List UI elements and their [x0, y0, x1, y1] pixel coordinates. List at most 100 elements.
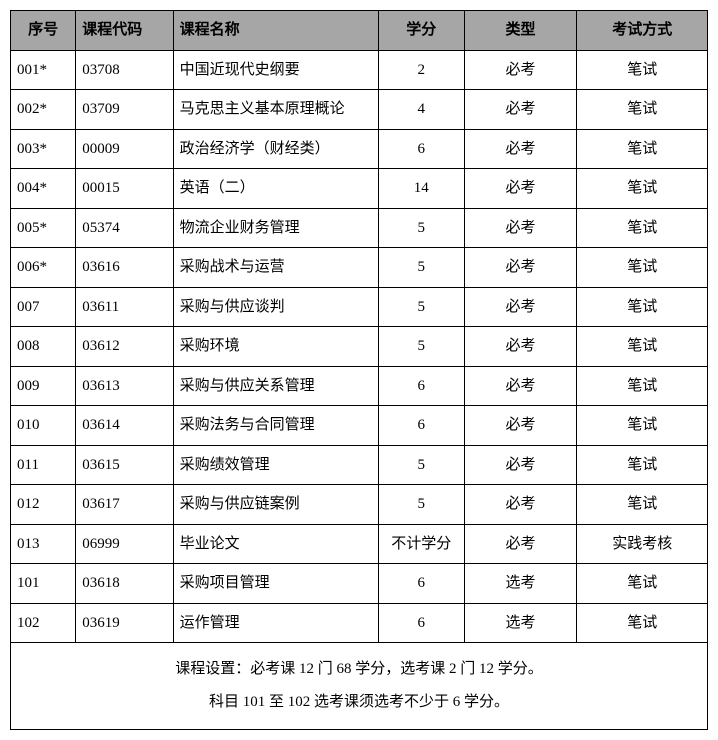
cell-code: 03614 — [76, 406, 173, 446]
cell-code: 00009 — [76, 129, 173, 169]
cell-credit: 6 — [378, 366, 464, 406]
table-row: 005*05374物流企业财务管理5必考笔试 — [11, 208, 708, 248]
cell-name: 采购项目管理 — [173, 564, 378, 604]
table-row: 00903613采购与供应关系管理6必考笔试 — [11, 366, 708, 406]
cell-name: 中国近现代史纲要 — [173, 50, 378, 90]
cell-credit: 5 — [378, 327, 464, 367]
cell-seq: 001* — [11, 50, 76, 90]
cell-code: 03709 — [76, 90, 173, 130]
cell-exam: 笔试 — [577, 50, 708, 90]
cell-type: 必考 — [464, 524, 577, 564]
cell-exam: 笔试 — [577, 445, 708, 485]
cell-type: 必考 — [464, 129, 577, 169]
cell-exam: 笔试 — [577, 129, 708, 169]
cell-code: 03615 — [76, 445, 173, 485]
cell-name: 采购与供应谈判 — [173, 287, 378, 327]
cell-seq: 006* — [11, 248, 76, 288]
cell-exam: 笔试 — [577, 208, 708, 248]
cell-code: 03612 — [76, 327, 173, 367]
cell-credit: 5 — [378, 445, 464, 485]
table-row: 00703611采购与供应谈判5必考笔试 — [11, 287, 708, 327]
table-row: 01003614采购法务与合同管理6必考笔试 — [11, 406, 708, 446]
table-row: 10203619运作管理6选考笔试 — [11, 603, 708, 643]
cell-seq: 012 — [11, 485, 76, 525]
table-row: 01103615采购绩效管理5必考笔试 — [11, 445, 708, 485]
cell-type: 选考 — [464, 564, 577, 604]
table-body: 001*03708中国近现代史纲要2必考笔试002*03709马克思主义基本原理… — [11, 50, 708, 643]
cell-name: 毕业论文 — [173, 524, 378, 564]
cell-code: 06999 — [76, 524, 173, 564]
cell-type: 必考 — [464, 406, 577, 446]
col-header-exam: 考试方式 — [577, 11, 708, 51]
table-row: 01306999毕业论文不计学分必考实践考核 — [11, 524, 708, 564]
cell-type: 必考 — [464, 90, 577, 130]
cell-credit: 5 — [378, 287, 464, 327]
cell-seq: 002* — [11, 90, 76, 130]
cell-credit: 4 — [378, 90, 464, 130]
cell-name: 采购与供应链案例 — [173, 485, 378, 525]
cell-type: 必考 — [464, 485, 577, 525]
cell-code: 03611 — [76, 287, 173, 327]
cell-name: 采购绩效管理 — [173, 445, 378, 485]
cell-seq: 004* — [11, 169, 76, 209]
cell-credit: 5 — [378, 248, 464, 288]
table-row: 00803612采购环境5必考笔试 — [11, 327, 708, 367]
cell-credit: 5 — [378, 485, 464, 525]
cell-seq: 101 — [11, 564, 76, 604]
footer-line-1: 课程设置：必考课 12 门 68 学分，选考课 2 门 12 学分。 — [17, 653, 701, 686]
cell-credit: 6 — [378, 603, 464, 643]
cell-type: 必考 — [464, 287, 577, 327]
cell-name: 政治经济学（财经类） — [173, 129, 378, 169]
cell-credit: 6 — [378, 129, 464, 169]
cell-type: 选考 — [464, 603, 577, 643]
cell-type: 必考 — [464, 169, 577, 209]
cell-exam: 笔试 — [577, 90, 708, 130]
cell-seq: 007 — [11, 287, 76, 327]
cell-type: 必考 — [464, 208, 577, 248]
cell-exam: 笔试 — [577, 366, 708, 406]
cell-seq: 010 — [11, 406, 76, 446]
cell-code: 03619 — [76, 603, 173, 643]
col-header-code: 课程代码 — [76, 11, 173, 51]
cell-seq: 011 — [11, 445, 76, 485]
table-footer-row: 课程设置：必考课 12 门 68 学分，选考课 2 门 12 学分。 科目 10… — [11, 643, 708, 730]
cell-name: 英语（二） — [173, 169, 378, 209]
cell-type: 必考 — [464, 50, 577, 90]
cell-name: 运作管理 — [173, 603, 378, 643]
cell-name: 采购与供应关系管理 — [173, 366, 378, 406]
cell-exam: 笔试 — [577, 564, 708, 604]
cell-seq: 005* — [11, 208, 76, 248]
col-header-name: 课程名称 — [173, 11, 378, 51]
cell-type: 必考 — [464, 366, 577, 406]
col-header-seq: 序号 — [11, 11, 76, 51]
cell-name: 物流企业财务管理 — [173, 208, 378, 248]
cell-seq: 009 — [11, 366, 76, 406]
cell-exam: 笔试 — [577, 406, 708, 446]
cell-type: 必考 — [464, 248, 577, 288]
cell-seq: 102 — [11, 603, 76, 643]
table-header-row: 序号 课程代码 课程名称 学分 类型 考试方式 — [11, 11, 708, 51]
cell-code: 03616 — [76, 248, 173, 288]
footer-line-2: 科目 101 至 102 选考课须选考不少于 6 学分。 — [17, 686, 701, 719]
cell-name: 采购法务与合同管理 — [173, 406, 378, 446]
table-row: 004*00015英语（二）14必考笔试 — [11, 169, 708, 209]
cell-credit: 不计学分 — [378, 524, 464, 564]
cell-exam: 实践考核 — [577, 524, 708, 564]
table-row: 006*03616采购战术与运营5必考笔试 — [11, 248, 708, 288]
cell-name: 采购战术与运营 — [173, 248, 378, 288]
table-row: 003*00009政治经济学（财经类）6必考笔试 — [11, 129, 708, 169]
cell-code: 03618 — [76, 564, 173, 604]
col-header-type: 类型 — [464, 11, 577, 51]
cell-seq: 003* — [11, 129, 76, 169]
table-row: 002*03709马克思主义基本原理概论4必考笔试 — [11, 90, 708, 130]
cell-seq: 008 — [11, 327, 76, 367]
cell-code: 03708 — [76, 50, 173, 90]
cell-exam: 笔试 — [577, 327, 708, 367]
table-row: 10103618采购项目管理6选考笔试 — [11, 564, 708, 604]
cell-exam: 笔试 — [577, 485, 708, 525]
cell-exam: 笔试 — [577, 603, 708, 643]
col-header-credit: 学分 — [378, 11, 464, 51]
cell-name: 马克思主义基本原理概论 — [173, 90, 378, 130]
table-footer-cell: 课程设置：必考课 12 门 68 学分，选考课 2 门 12 学分。 科目 10… — [11, 643, 708, 730]
cell-code: 00015 — [76, 169, 173, 209]
